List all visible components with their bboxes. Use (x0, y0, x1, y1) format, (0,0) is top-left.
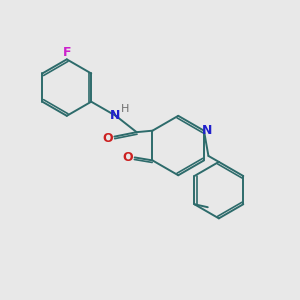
Text: N: N (202, 124, 212, 137)
Text: O: O (123, 151, 134, 164)
Text: O: O (103, 132, 113, 145)
Text: F: F (62, 46, 71, 59)
Text: H: H (121, 104, 129, 114)
Text: N: N (110, 109, 120, 122)
